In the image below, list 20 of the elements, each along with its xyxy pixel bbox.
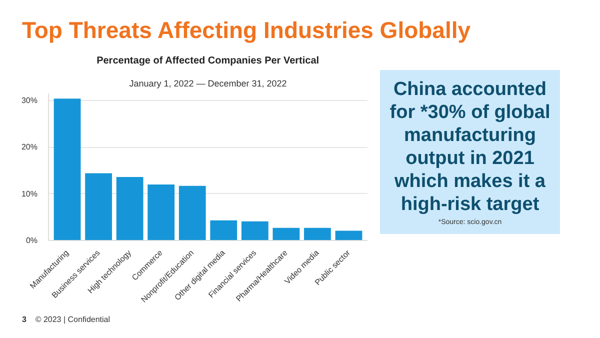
text: China accounted for *30% of global manufacturing output in 2021 which makes it a high-risk target: [388, 78, 552, 216]
bar: [85, 173, 112, 240]
bar: [178, 186, 206, 240]
bar: [210, 220, 238, 240]
y-tick-label: 20%: [21, 142, 38, 152]
bar: [304, 228, 331, 240]
bar: [148, 184, 175, 240]
chart-title: Percentage of Affected Companies Per Vertical: [96, 56, 320, 66]
bar: [241, 221, 268, 240]
bar: [116, 177, 144, 240]
y-tick-label: 10%: [21, 189, 38, 198]
bar: [272, 228, 300, 240]
text: Top Threats Affecting Industries Globally: [22, 16, 471, 45]
y-tick-label: 30%: [21, 96, 38, 105]
text: © 2023 | Confidential: [35, 315, 110, 324]
chart-subtitle: January 1, 2022 — December 31, 2022: [129, 78, 287, 88]
y-tick-label: 0%: [26, 236, 38, 245]
bar: [54, 98, 81, 240]
text: 3: [22, 315, 26, 324]
bar: [335, 230, 362, 240]
